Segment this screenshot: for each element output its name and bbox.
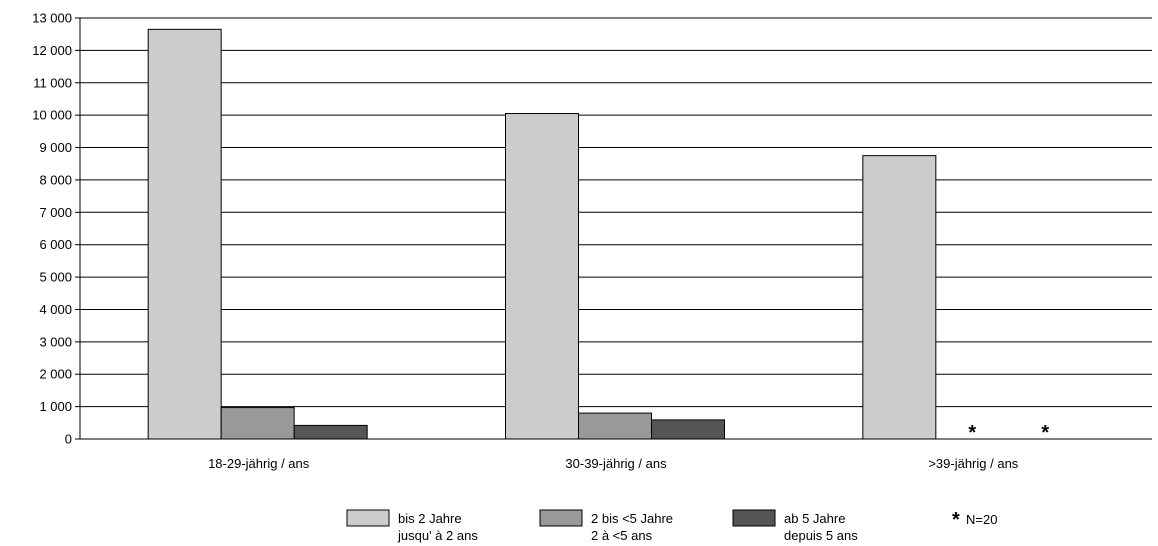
axes xyxy=(79,18,1152,440)
category-labels: 18-29-jährig / ans 30-39-jährig / ans >39-… xyxy=(208,456,1019,471)
bar xyxy=(505,113,579,440)
missing-value-marker: * xyxy=(968,422,976,444)
note-marker: * xyxy=(952,509,960,531)
grid-lines xyxy=(75,17,1152,440)
y-tick-label: 3 000 xyxy=(39,334,72,349)
legend-label: 2 bis <5 Jahre xyxy=(591,511,673,526)
legend-label: bis 2 Jahre xyxy=(398,511,462,526)
legend-swatch xyxy=(346,509,390,527)
legend-swatch xyxy=(732,509,776,527)
legend-label: ab 5 Jahre xyxy=(784,511,845,526)
category-label: 18-29-jährig / ans xyxy=(208,456,310,471)
legend: bis 2 Jahre jusqu' à 2 ans 2 bis <5 Jahre 2… xyxy=(346,509,997,543)
y-tick-labels: 0 1 000 2 000 3 000 4 000 5 000 6 000 7 000 8 00… xyxy=(32,11,72,447)
y-tick-label: 13 000 xyxy=(32,11,72,26)
category-label: >39-jährig / ans xyxy=(928,456,1018,471)
bar xyxy=(293,424,368,440)
missing-value-marker: * xyxy=(1041,422,1049,444)
legend-label-secondary: jusqu' à 2 ans xyxy=(397,528,478,543)
category-label: 30-39-jährig / ans xyxy=(565,456,667,471)
y-tick-label: 8 000 xyxy=(39,172,72,187)
bar xyxy=(147,28,222,440)
y-tick-label: 7 000 xyxy=(39,205,72,220)
legend-label-secondary: 2 à <5 ans xyxy=(591,528,653,543)
y-tick-label: 1 000 xyxy=(39,399,72,414)
legend-swatch xyxy=(539,509,583,527)
legend-label-secondary: depuis 5 ans xyxy=(784,528,858,543)
y-tick-label: 5 000 xyxy=(39,270,72,285)
y-tick-label: 9 000 xyxy=(39,140,72,155)
y-tick-label: 12 000 xyxy=(32,43,72,58)
bars: * * xyxy=(147,28,1049,444)
note-text: N=20 xyxy=(966,512,997,527)
bar xyxy=(651,419,725,440)
bar xyxy=(862,155,937,440)
y-tick-label: 10 000 xyxy=(32,108,72,123)
bar xyxy=(220,407,295,440)
y-tick-label: 11 000 xyxy=(33,75,72,90)
y-tick-label: 4 000 xyxy=(39,302,72,317)
y-tick-label: 0 xyxy=(65,432,72,447)
y-tick-label: 2 000 xyxy=(39,367,72,382)
y-tick-label: 6 000 xyxy=(39,237,72,252)
bar xyxy=(578,412,652,440)
